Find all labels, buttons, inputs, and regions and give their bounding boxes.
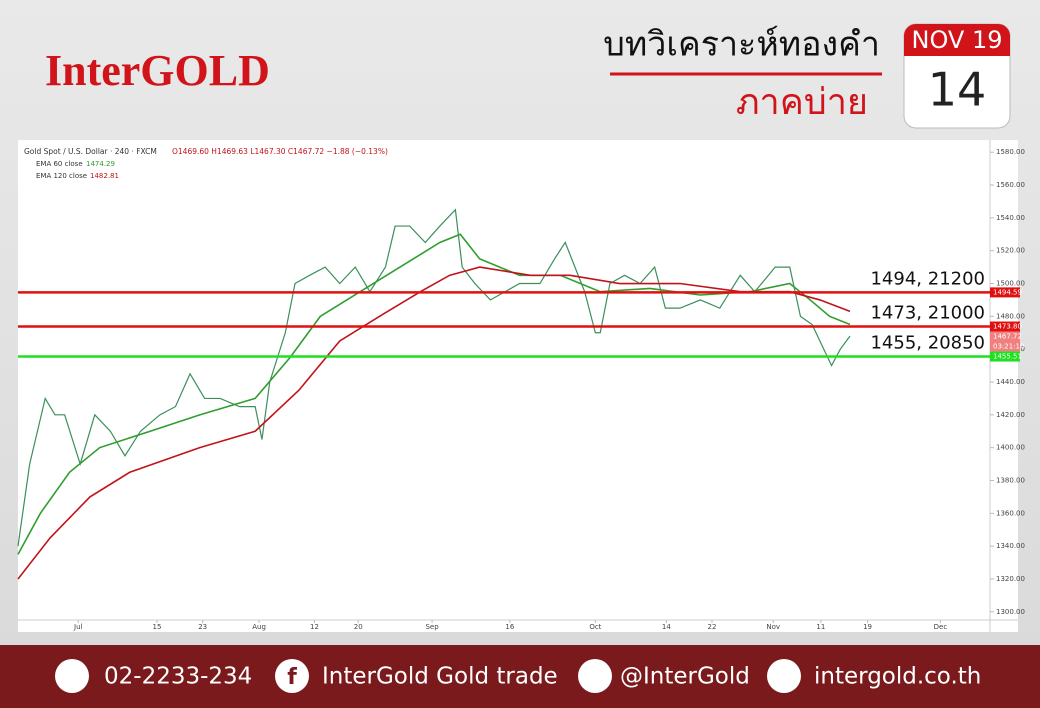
price-tag-label: 1494.59 [993,288,1022,296]
x-tick-label: 11 [816,623,825,631]
subtitle: ภาคบ่าย [736,82,868,123]
calendar-month: NOV 19 [911,26,1002,54]
y-tick-label: 1380.00 [996,476,1025,484]
title: บทวิเคราะห์ทองคำ [603,25,880,65]
ohlc: O1469.60 H1469.63 L1467.30 C1467.72 −1.8… [172,147,388,156]
x-tick-label: 16 [505,623,514,631]
x-tick-label: 15 [153,623,162,631]
y-tick-label: 1300.00 [996,608,1025,616]
x-tick-label: 20 [354,623,363,631]
facebook: InterGold Gold trade [322,664,558,690]
line-icon [578,659,612,693]
price-tag-label: 1455.51 [993,353,1022,361]
y-tick-label: 1320.00 [996,575,1025,583]
series-line [17,208,851,547]
price-tag [990,321,1020,332]
x-tick-label: Nov [766,623,780,631]
logo: InterGOLD [45,46,270,95]
x-tick-label: 12 [310,623,319,631]
legend-name: EMA 120 close [36,172,87,180]
x-tick-label: 23 [198,623,207,631]
calendar-day: 14 [928,63,987,117]
phone: 02-2233-234 [104,664,252,690]
facebook-glyph: f [287,665,297,690]
line-id: @InterGold [620,664,750,690]
x-tick-label: Oct [589,623,601,631]
x-tick-label: 19 [863,623,872,631]
level-label: 1473, 21000 [870,303,985,324]
y-tick-label: 1580.00 [996,148,1025,156]
x-tick-label: Aug [252,623,266,631]
x-tick-label: Jul [73,623,83,631]
level-label: 1455, 20850 [870,333,985,354]
price-tag [990,331,1020,342]
facebook-icon [275,659,309,693]
y-tick-label: 1440.00 [996,378,1025,386]
price-tag [990,287,1020,298]
y-tick-label: 1520.00 [996,247,1025,255]
y-tick-label: 1400.00 [996,444,1025,452]
x-tick-label: 22 [708,623,717,631]
y-tick-label: 1540.00 [996,214,1025,222]
website: intergold.co.th [814,664,981,690]
y-tick-label: 1360.00 [996,509,1025,517]
x-tick-label: Dec [934,623,948,631]
level-label: 1494, 21200 [870,268,985,289]
legend-name: EMA 60 close [36,160,83,168]
x-tick-label: Sep [425,623,439,631]
y-tick-label: 1500.00 [996,280,1025,288]
chart-panel [18,140,1018,632]
footer [0,645,1040,708]
calendar-top [904,24,1010,56]
series-line [17,233,851,555]
price-tag [990,351,1020,362]
price-tag-label: 1467.72 [993,333,1022,341]
chart-title: Gold Spot / U.S. Dollar · 240 · FXCM [24,147,157,156]
legend-value: 1482.81 [90,172,119,180]
y-tick-label: 1420.00 [996,411,1025,419]
phone-icon [55,659,89,693]
y-tick-label: 1480.00 [996,312,1025,320]
x-tick-label: 14 [662,623,671,631]
series-line [17,266,851,580]
price-tag-label: 1473.80 [993,323,1022,331]
countdown: 03:21:10 [993,343,1024,351]
legend-value: 1474.29 [86,160,115,168]
y-tick-label: 1340.00 [996,542,1025,550]
web-icon [767,659,801,693]
countdown-tag [990,341,1020,352]
y-tick-label: 1560.00 [996,181,1025,189]
